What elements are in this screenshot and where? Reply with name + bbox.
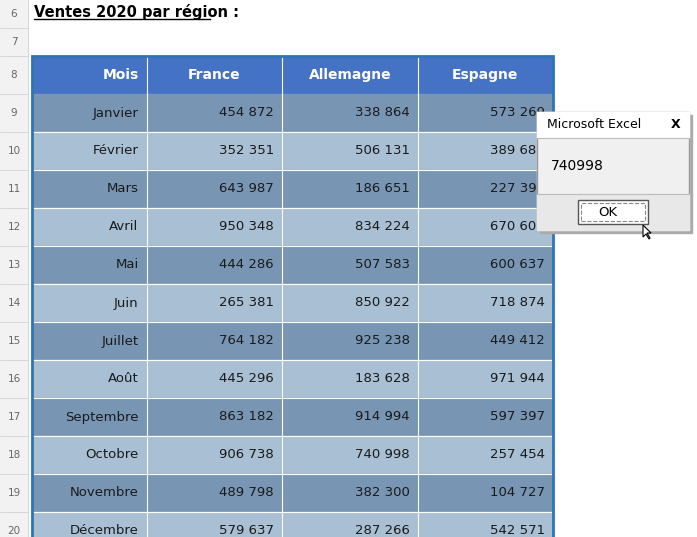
Text: Décembre: Décembre [70,525,139,537]
Bar [32,474,553,512]
Text: Mai: Mai [116,258,139,272]
Text: 8: 8 [10,70,17,80]
Bar [32,322,553,360]
Text: 20: 20 [8,526,21,536]
Text: 740 998: 740 998 [355,448,410,461]
Text: 670 602: 670 602 [490,221,545,234]
Text: 914 994: 914 994 [355,410,410,424]
Bar [32,56,553,537]
Bar [32,170,553,208]
Text: Mars: Mars [107,183,139,195]
Bar [32,94,553,132]
Text: 850 922: 850 922 [355,296,410,309]
Text: 11: 11 [8,184,21,194]
Text: Ventes 2020 par région :: Ventes 2020 par région : [34,4,239,20]
Bar [537,112,689,230]
Text: 18: 18 [8,450,21,460]
Text: 506 131: 506 131 [355,144,410,157]
Text: 338 864: 338 864 [355,106,410,120]
Text: 17: 17 [8,412,21,422]
Text: 454 872: 454 872 [219,106,274,120]
Bar [0,0,28,537]
Bar [32,208,553,246]
Text: 579 637: 579 637 [219,525,274,537]
Text: 19: 19 [8,488,21,498]
Bar [32,284,553,322]
Bar [32,132,553,170]
Text: 718 874: 718 874 [490,296,545,309]
Text: 507 583: 507 583 [355,258,410,272]
Text: Allemagne: Allemagne [309,68,391,82]
Text: Juillet: Juillet [102,335,139,347]
Polygon shape [643,225,651,239]
Text: 183 628: 183 628 [355,373,410,386]
Text: 740998: 740998 [551,159,604,173]
Text: 287 266: 287 266 [355,525,410,537]
Bar [32,436,553,474]
Bar [537,112,689,138]
Text: 9: 9 [10,108,17,118]
Text: 925 238: 925 238 [355,335,410,347]
Text: OK: OK [599,206,618,219]
Bar [32,56,553,94]
Text: 597 397: 597 397 [490,410,545,424]
Bar [581,203,645,221]
Text: 104 727: 104 727 [490,487,545,499]
Text: 906 738: 906 738 [220,448,274,461]
Text: Août: Août [108,373,139,386]
Text: 265 381: 265 381 [219,296,274,309]
Text: 764 182: 764 182 [219,335,274,347]
Bar [540,115,692,233]
Bar [32,398,553,436]
Text: 389 688: 389 688 [491,144,545,157]
Bar [537,112,689,230]
Text: 971 944: 971 944 [490,373,545,386]
Text: 257 454: 257 454 [490,448,545,461]
Text: 10: 10 [8,146,21,156]
Text: 449 412: 449 412 [490,335,545,347]
Bar [32,360,553,398]
Text: 14: 14 [8,298,21,308]
Text: 863 182: 863 182 [219,410,274,424]
Text: 227 390: 227 390 [490,183,545,195]
Bar [579,201,647,223]
Text: 352 351: 352 351 [219,144,274,157]
Text: 6: 6 [10,9,17,19]
Text: 950 348: 950 348 [220,221,274,234]
Text: 382 300: 382 300 [355,487,410,499]
Text: 444 286: 444 286 [220,258,274,272]
Bar [578,200,648,224]
Text: Espagne: Espagne [452,68,519,82]
Text: 12: 12 [8,222,21,232]
Text: 7: 7 [10,37,17,47]
Text: 834 224: 834 224 [355,221,410,234]
Text: Octobre: Octobre [85,448,139,461]
Text: Avril: Avril [109,221,139,234]
Text: 13: 13 [8,260,21,270]
Text: Microsoft Excel: Microsoft Excel [547,119,641,132]
Text: 600 637: 600 637 [490,258,545,272]
Bar [537,194,689,230]
Text: 15: 15 [8,336,21,346]
Text: 573 269: 573 269 [490,106,545,120]
Bar [32,246,553,284]
Text: Février: Février [93,144,139,157]
Text: Janvier: Janvier [93,106,139,120]
Text: Novembre: Novembre [70,487,139,499]
Text: 445 296: 445 296 [220,373,274,386]
Text: 542 571: 542 571 [490,525,545,537]
Text: Septembre: Septembre [65,410,139,424]
Text: 16: 16 [8,374,21,384]
Bar [32,512,553,537]
Text: 186 651: 186 651 [355,183,410,195]
Text: X: X [671,119,681,132]
Text: 489 798: 489 798 [220,487,274,499]
Text: Mois: Mois [102,68,139,82]
Text: Juin: Juin [114,296,139,309]
Text: 643 987: 643 987 [220,183,274,195]
Text: France: France [188,68,240,82]
